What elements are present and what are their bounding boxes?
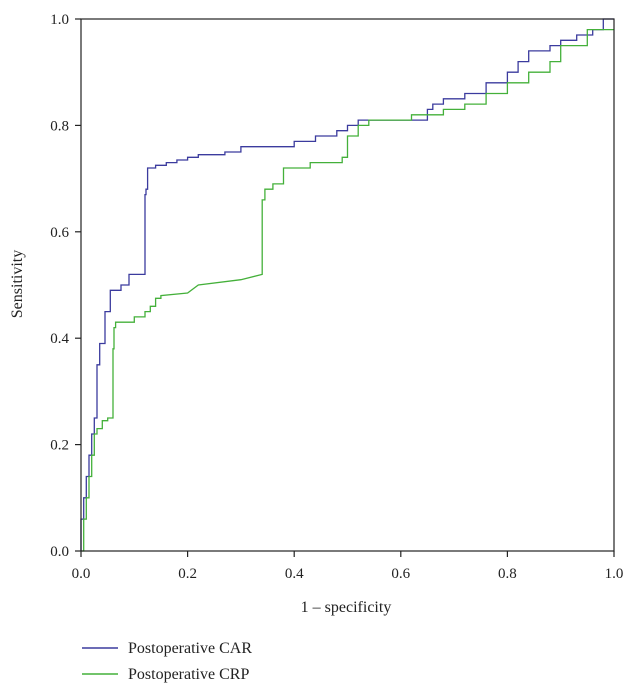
legend: Postoperative CAR Postoperative CRP [82, 640, 252, 683]
plot-frame [80, 18, 615, 552]
x-axis-title: 1 – specificity [301, 599, 392, 616]
series-line-crp [81, 28, 614, 552]
y-axis-title: Sensitivity [9, 250, 26, 318]
y-tick-label: 0.4 [50, 331, 69, 347]
axes-layer: 0.0 0.2 0.4 0.6 0.8 1.0 0.0 0.2 0.4 0.6 0.8 1.0 [50, 12, 623, 582]
series-layer [80, 18, 614, 552]
legend-label: Postoperative CRP [128, 666, 249, 683]
x-tick-label: 0.8 [498, 566, 517, 582]
y-tick-label: 0.6 [50, 225, 69, 241]
x-tick-label: 0.2 [178, 566, 197, 582]
x-tick-label: 0.6 [391, 566, 410, 582]
y-tick-label: 0.0 [50, 544, 69, 560]
legend-label: Postoperative CAR [128, 640, 252, 657]
y-tick-label: 1.0 [50, 12, 69, 28]
x-tick-label: 0.4 [285, 566, 304, 582]
series-line-car [80, 18, 614, 551]
y-tick-label: 0.2 [50, 438, 69, 454]
y-tick-label: 0.8 [50, 118, 69, 134]
x-tick-label: 0.0 [72, 566, 91, 582]
x-tick-label: 1.0 [605, 566, 624, 582]
